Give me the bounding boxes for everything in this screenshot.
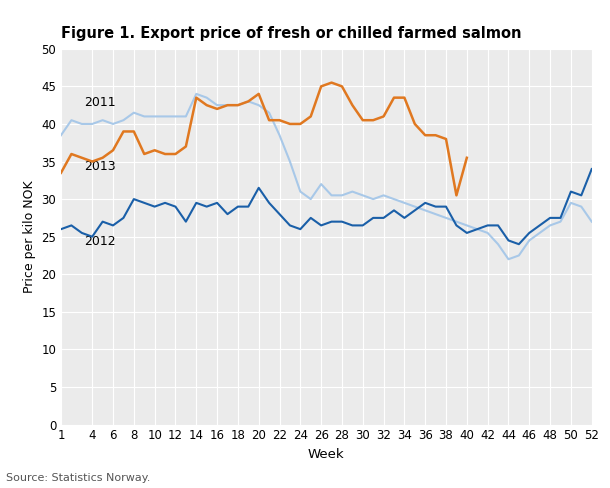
Y-axis label: Price per kilo NOK: Price per kilo NOK [23, 181, 36, 293]
Text: 2011: 2011 [84, 96, 115, 109]
Text: Source: Statistics Norway.: Source: Statistics Norway. [6, 473, 151, 483]
Text: 2013: 2013 [84, 160, 115, 173]
Text: Figure 1. Export price of fresh or chilled farmed salmon: Figure 1. Export price of fresh or chill… [61, 26, 522, 41]
X-axis label: Week: Week [308, 448, 345, 461]
Text: 2012: 2012 [84, 235, 115, 248]
